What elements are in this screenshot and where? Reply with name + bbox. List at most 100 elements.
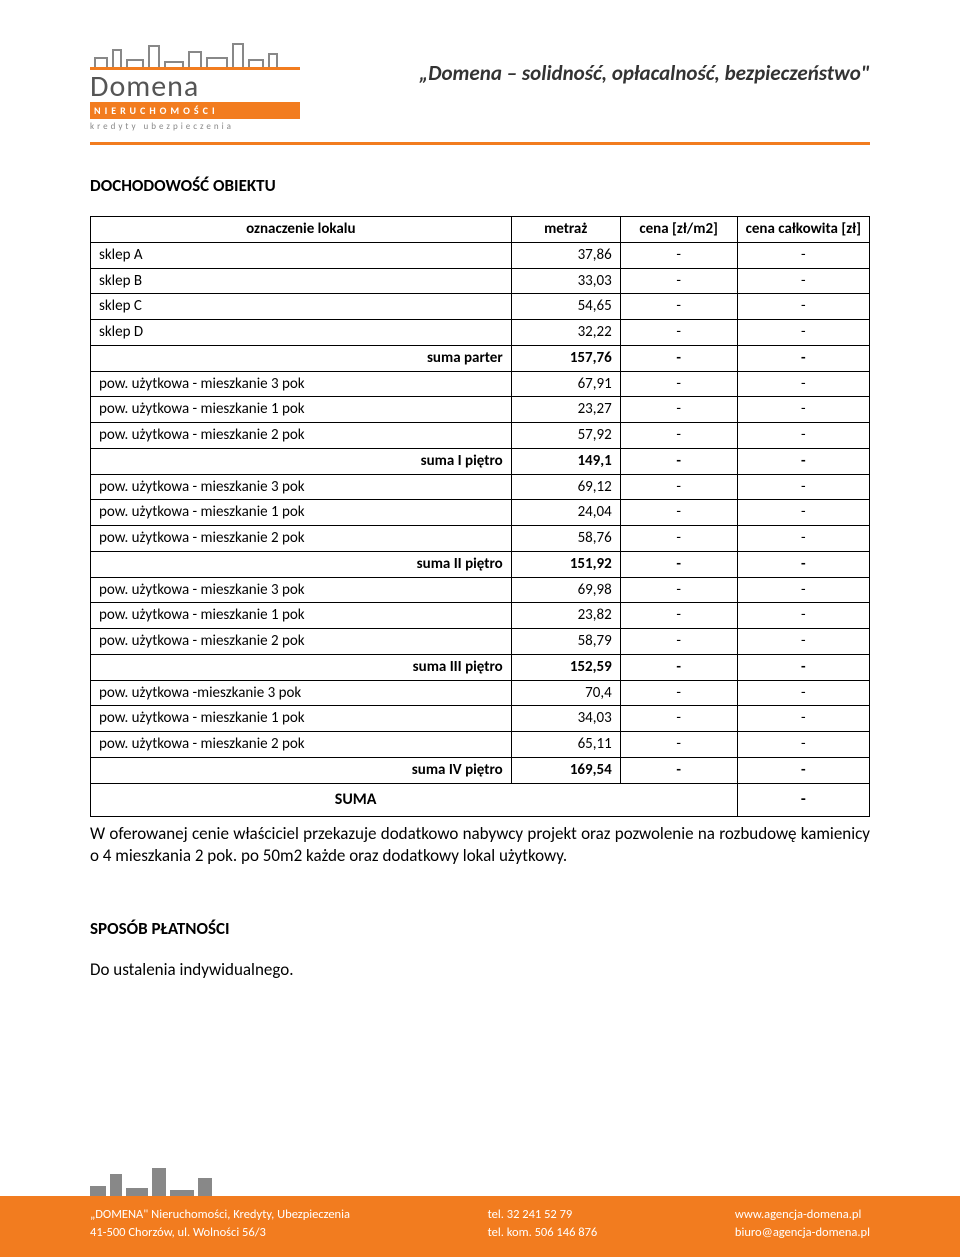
table-row: suma I piętro149,1-- [91, 448, 870, 474]
row-label: sklep A [91, 242, 512, 268]
page: Domena NIERUCHOMOŚCI kredyty ubezpieczen… [0, 0, 960, 1257]
row-price-total: - [737, 629, 869, 655]
header-col-price-total: cena całkowita [zł] [737, 217, 869, 243]
table-row: sklep C54,65-- [91, 294, 870, 320]
row-label: pow. użytkowa - mieszkanie 3 pok [91, 371, 512, 397]
header: Domena NIERUCHOMOŚCI kredyty ubezpieczen… [90, 40, 870, 132]
row-label: suma III piętro [91, 654, 512, 680]
table-row: pow. użytkowa - mieszkanie 1 pok23,27-- [91, 397, 870, 423]
footer-mobile: tel. kom. 506 146 876 [488, 1224, 598, 1243]
row-area: 58,79 [511, 629, 620, 655]
row-price-m2: - [620, 603, 737, 629]
row-price-total: - [737, 551, 869, 577]
row-label: pow. użytkowa - mieszkanie 1 pok [91, 500, 512, 526]
footer: „DOMENA" Nieruchomości, Kredyty, Ubezpie… [0, 1160, 960, 1257]
row-area: 67,91 [511, 371, 620, 397]
row-price-total: - [737, 706, 869, 732]
row-price-m2: - [620, 500, 737, 526]
row-label: pow. użytkowa - mieszkanie 2 pok [91, 526, 512, 552]
row-area: 58,76 [511, 526, 620, 552]
row-price-total: - [737, 294, 869, 320]
row-area: 23,82 [511, 603, 620, 629]
row-price-m2: - [620, 577, 737, 603]
row-price-total: - [737, 397, 869, 423]
footer-company: „DOMENA" Nieruchomości, Kredyty, Ubezpie… [90, 1206, 350, 1225]
table-row: sklep B33,03-- [91, 268, 870, 294]
row-area: 69,12 [511, 474, 620, 500]
row-label: sklep B [91, 268, 512, 294]
table-row: sklep D32,22-- [91, 320, 870, 346]
footer-www: www.agencja-domena.pl [735, 1206, 870, 1225]
suma-gap [620, 783, 737, 816]
row-label: pow. użytkowa - mieszkanie 3 pok [91, 577, 512, 603]
table-suma-row: SUMA - [91, 783, 870, 816]
row-area: 33,03 [511, 268, 620, 294]
row-label: suma IV piętro [91, 757, 512, 783]
row-price-total: - [737, 603, 869, 629]
row-price-m2: - [620, 629, 737, 655]
row-label: pow. użytkowa - mieszkanie 1 pok [91, 603, 512, 629]
row-price-total: - [737, 345, 869, 371]
row-area: 37,86 [511, 242, 620, 268]
row-area: 70,4 [511, 680, 620, 706]
table-row: pow. użytkowa - mieszkanie 3 pok69,98-- [91, 577, 870, 603]
table-row: sklep A37,86-- [91, 242, 870, 268]
footer-col-left: „DOMENA" Nieruchomości, Kredyty, Ubezpie… [90, 1206, 350, 1244]
section-title-profitability: DOCHODOWOŚĆ OBIEKTU [90, 175, 870, 196]
row-price-total: - [737, 654, 869, 680]
offer-body-text: W oferowanej cenie właściciel przekazuje… [90, 823, 870, 869]
table-row: suma III piętro152,59-- [91, 654, 870, 680]
row-price-m2: - [620, 397, 737, 423]
row-price-total: - [737, 448, 869, 474]
row-label: pow. użytkowa -mieszkanie 3 pok [91, 680, 512, 706]
table-row: suma IV piętro169,54-- [91, 757, 870, 783]
row-price-total: - [737, 371, 869, 397]
row-price-m2: - [620, 706, 737, 732]
row-price-total: - [737, 242, 869, 268]
row-label: sklep D [91, 320, 512, 346]
row-area: 65,11 [511, 732, 620, 758]
row-price-m2: - [620, 526, 737, 552]
table-row: pow. użytkowa - mieszkanie 2 pok65,11-- [91, 732, 870, 758]
logo: Domena NIERUCHOMOŚCI kredyty ubezpieczen… [90, 40, 300, 132]
row-label: pow. użytkowa - mieszkanie 1 pok [91, 706, 512, 732]
row-area: 54,65 [511, 294, 620, 320]
row-price-total: - [737, 732, 869, 758]
row-price-total: - [737, 423, 869, 449]
row-label: pow. użytkowa - mieszkanie 2 pok [91, 732, 512, 758]
logo-sub-text: NIERUCHOMOŚCI [90, 102, 300, 119]
profitability-table: oznaczenie lokalu metraż cena [zł/m2] ce… [90, 216, 870, 817]
row-price-m2: - [620, 242, 737, 268]
header-col-label: oznaczenie lokalu [91, 217, 512, 243]
table-row: pow. użytkowa - mieszkanie 3 pok67,91-- [91, 371, 870, 397]
header-col-price-m2: cena [zł/m2] [620, 217, 737, 243]
header-divider [90, 142, 870, 145]
section-title-payment: SPOSÓB PŁATNOŚCI [90, 918, 870, 939]
logo-skyline-icon [90, 40, 300, 70]
row-area: 34,03 [511, 706, 620, 732]
header-col-area: metraż [511, 217, 620, 243]
row-price-m2: - [620, 757, 737, 783]
row-area: 57,92 [511, 423, 620, 449]
row-price-m2: - [620, 551, 737, 577]
row-price-m2: - [620, 732, 737, 758]
table-row: suma II piętro151,92-- [91, 551, 870, 577]
row-price-m2: - [620, 345, 737, 371]
row-price-m2: - [620, 654, 737, 680]
row-area: 149,1 [511, 448, 620, 474]
footer-email: biuro@agencja-domena.pl [735, 1224, 870, 1243]
row-price-total: - [737, 268, 869, 294]
row-area: 24,04 [511, 500, 620, 526]
table-row: pow. użytkowa - mieszkanie 1 pok24,04-- [91, 500, 870, 526]
suma-label: SUMA [91, 783, 621, 816]
footer-col-right: www.agencja-domena.pl biuro@agencja-dome… [735, 1206, 870, 1244]
row-label: sklep C [91, 294, 512, 320]
row-area: 23,27 [511, 397, 620, 423]
row-label: suma II piętro [91, 551, 512, 577]
row-label: pow. użytkowa - mieszkanie 2 pok [91, 423, 512, 449]
row-area: 151,92 [511, 551, 620, 577]
row-price-total: - [737, 680, 869, 706]
footer-bar: „DOMENA" Nieruchomości, Kredyty, Ubezpie… [0, 1196, 960, 1257]
table-header-row: oznaczenie lokalu metraż cena [zł/m2] ce… [91, 217, 870, 243]
row-price-m2: - [620, 680, 737, 706]
